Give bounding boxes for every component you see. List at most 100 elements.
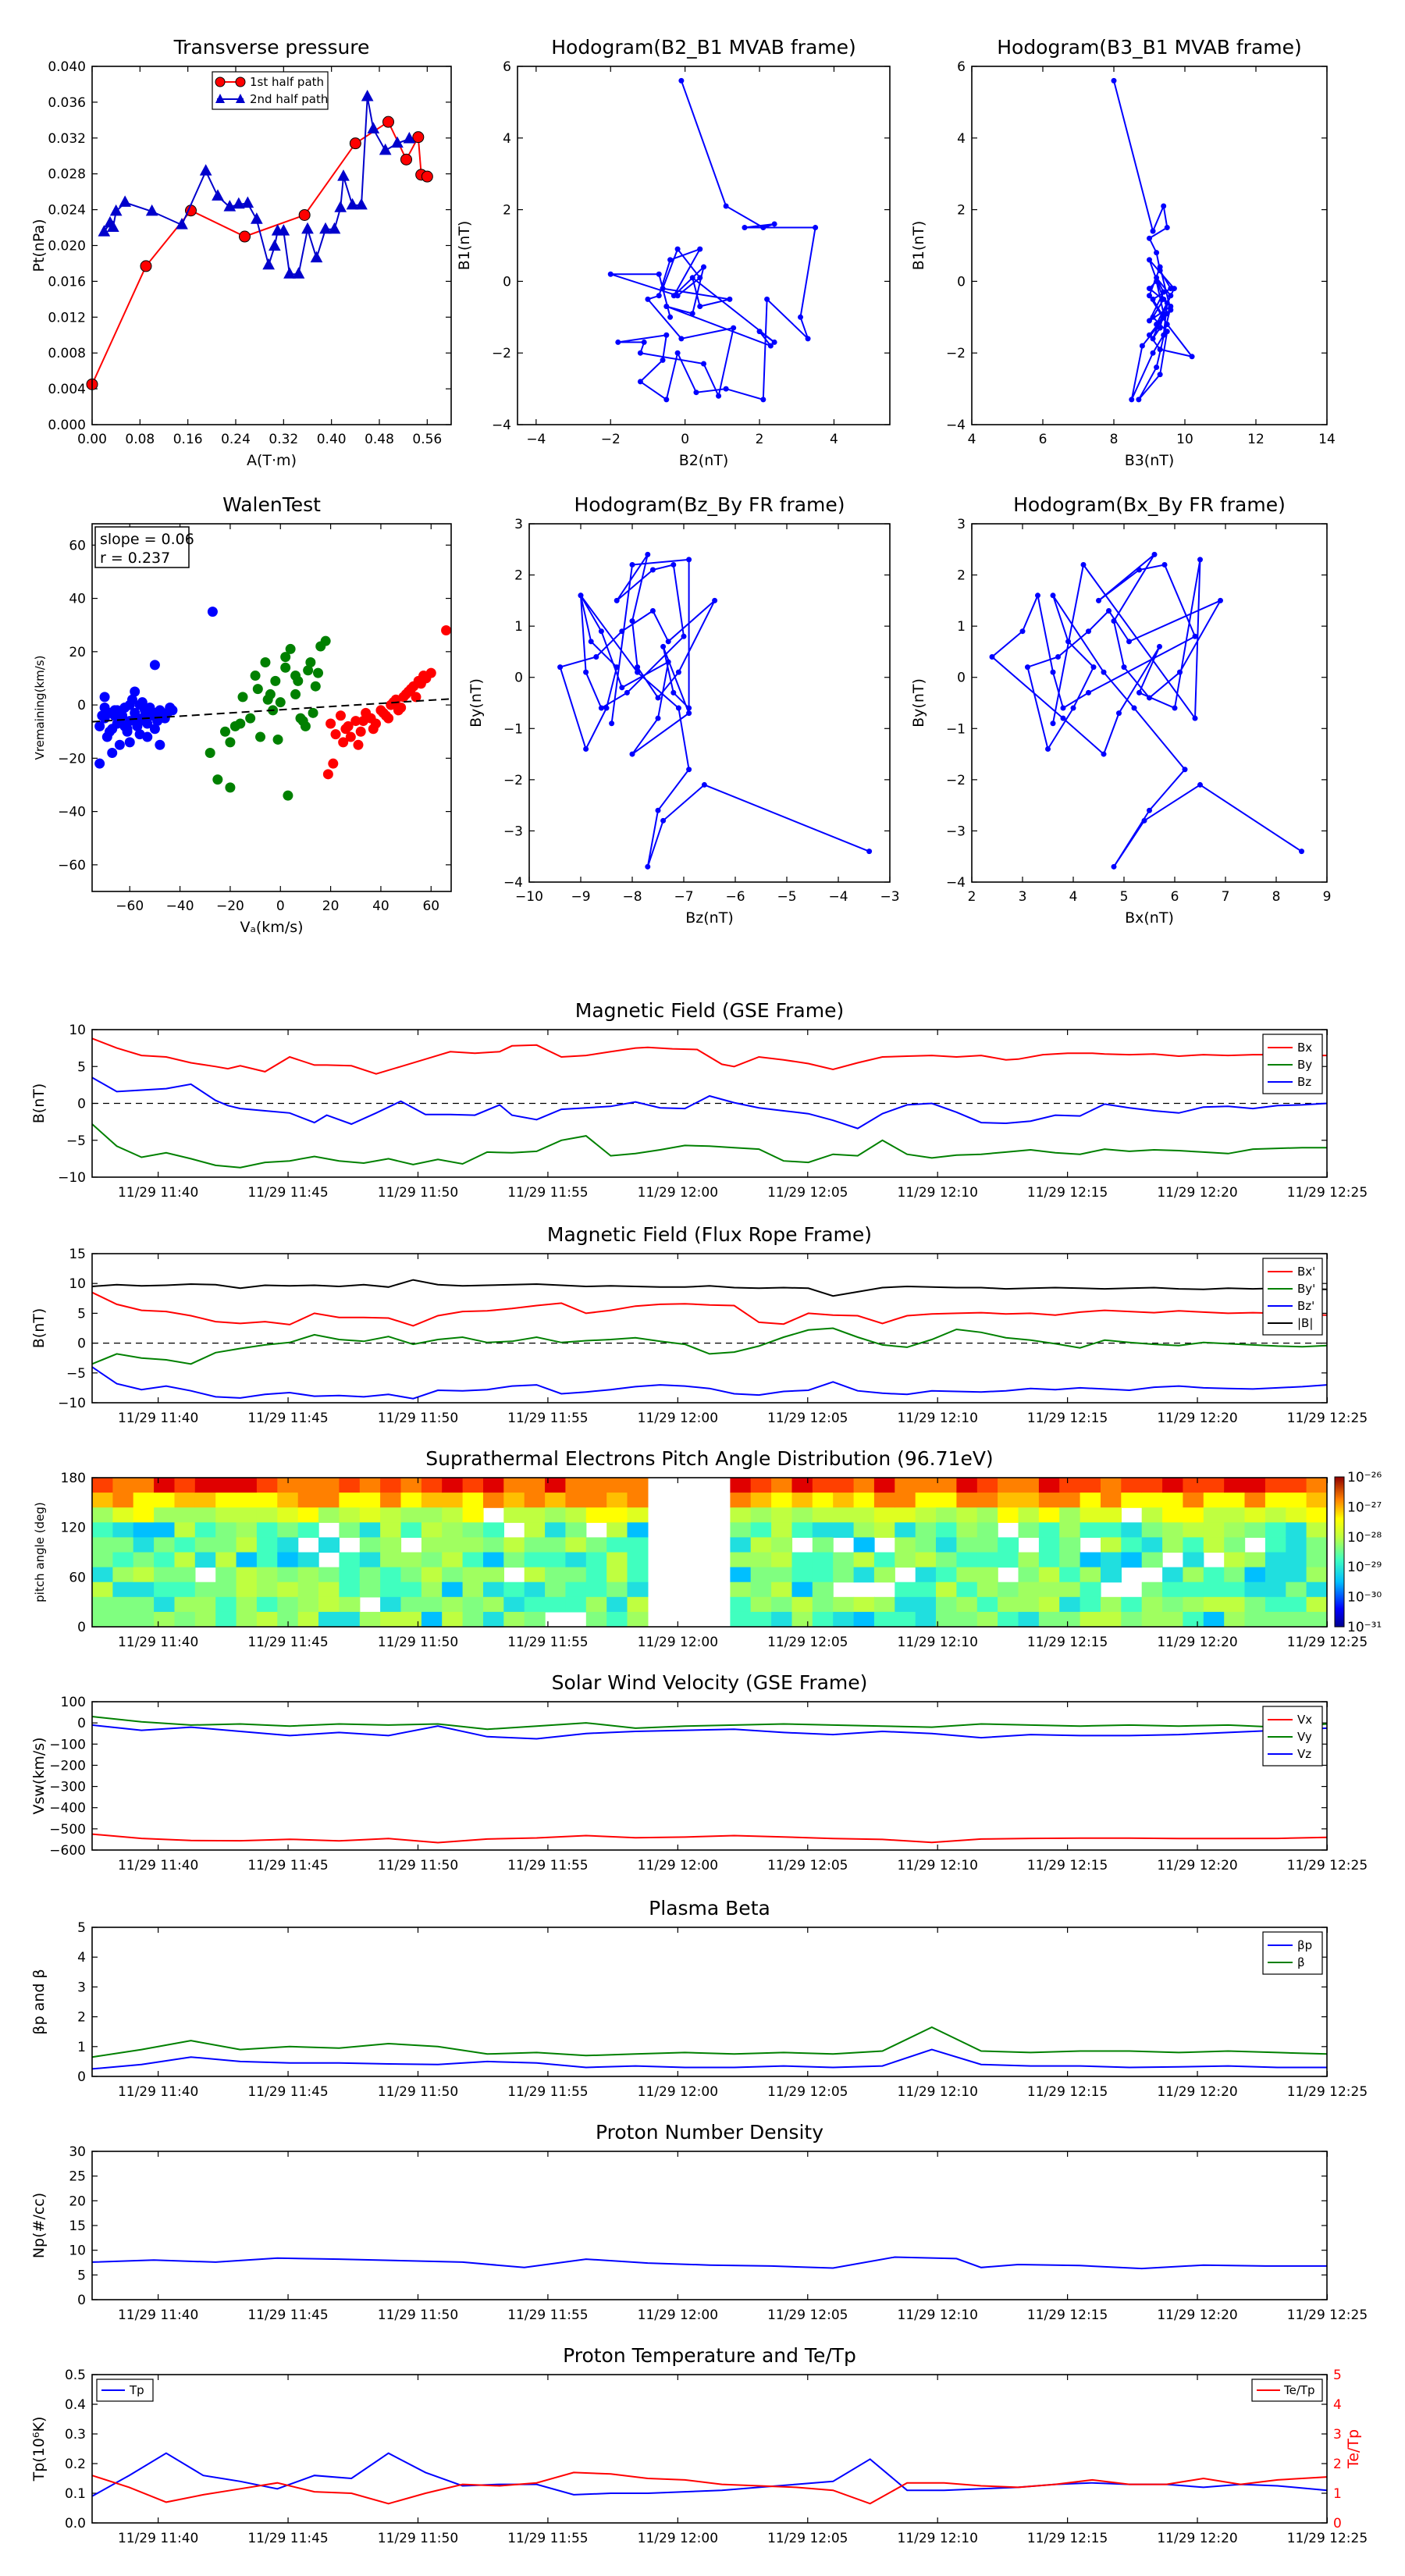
hzy-series-ByvsBz-line — [559, 553, 870, 867]
beta-ytick-label: 1 — [77, 2040, 86, 2055]
pad-cell — [1038, 1567, 1060, 1583]
pad-cell — [791, 1582, 813, 1598]
pt-xtick-label: 0.00 — [77, 432, 107, 447]
beta-xtick-label: 11/29 12:25 — [1287, 2084, 1368, 2100]
pad-xtick-label: 11/29 11:45 — [247, 1635, 328, 1650]
pad-cell — [545, 1567, 567, 1583]
pad-cell — [1080, 1507, 1101, 1523]
pad-cell — [297, 1478, 319, 1493]
walen-point-green — [305, 656, 316, 667]
pad-cell — [380, 1507, 402, 1523]
hzy-point — [686, 710, 692, 717]
pad-cell — [154, 1507, 176, 1523]
h21-point — [805, 336, 811, 342]
pad-cell — [421, 1478, 443, 1493]
pad-cell — [236, 1522, 258, 1538]
pad-cell — [1286, 1567, 1307, 1583]
pad-cell — [853, 1552, 875, 1568]
pad-cell — [1121, 1611, 1143, 1627]
pad-cell — [1286, 1552, 1307, 1568]
pad-cell — [627, 1582, 649, 1598]
beta-xtick-label: 11/29 12:10 — [898, 2084, 978, 2100]
bgse-xtick-label: 11/29 11:50 — [378, 1185, 458, 1201]
h21-point — [693, 390, 699, 396]
pad-cell — [1244, 1493, 1266, 1508]
walen-point-red — [343, 720, 354, 731]
pad-ytick-label: 0 — [77, 1620, 86, 1635]
hxy-title: Hodogram(Bx_By FR frame) — [1013, 493, 1286, 516]
pad-cell — [750, 1596, 772, 1613]
pad-cell — [215, 1522, 237, 1538]
h21-xtick-label: −4 — [526, 432, 546, 447]
bfr-legend-label: By' — [1297, 1282, 1315, 1296]
pad-cell — [1224, 1596, 1246, 1613]
pad-cell — [1141, 1507, 1163, 1523]
walen-point-red — [322, 769, 333, 780]
hzy-point — [635, 669, 641, 675]
pt-point — [140, 260, 152, 272]
pad-cell — [133, 1522, 155, 1538]
beta-title: Plasma Beta — [649, 1897, 770, 1920]
pad-cell — [256, 1507, 278, 1523]
bfr-frame — [91, 1253, 1328, 1404]
pad-cell — [1018, 1596, 1040, 1613]
pad-cell — [174, 1611, 196, 1627]
pad-cell — [154, 1611, 176, 1627]
h31-point — [1164, 329, 1170, 335]
pad-cell — [565, 1537, 587, 1553]
tp-series-Tp-line — [91, 2452, 1328, 2497]
hxy-point — [1025, 664, 1030, 671]
pad-cell — [380, 1537, 402, 1553]
hxy-xtick-label: 8 — [1272, 889, 1281, 905]
pad-cell — [1038, 1582, 1060, 1598]
walen-ytick-label: 20 — [69, 645, 86, 660]
pad-cell — [585, 1507, 607, 1523]
np-xtick-label: 11/29 12:05 — [767, 2307, 848, 2323]
h21-xtick-label: 4 — [830, 432, 838, 447]
pad-cell — [483, 1552, 504, 1568]
pad-cell — [174, 1537, 196, 1553]
h21-ytick-label: 2 — [503, 203, 511, 219]
bfr-series-Bz-line — [91, 1366, 1328, 1400]
hzy-point — [649, 567, 656, 573]
pad-cell — [1224, 1478, 1246, 1493]
pad-cell — [1162, 1522, 1184, 1538]
h21-point — [701, 264, 706, 270]
pad-cell — [112, 1507, 134, 1523]
pad-title: Suprathermal Electrons Pitch Angle Distr… — [425, 1447, 993, 1470]
hxy-xtick-label: 2 — [968, 889, 976, 905]
pad-cell — [1121, 1522, 1143, 1538]
pad-cell — [483, 1611, 504, 1627]
vsw-series-Vz-line — [91, 1724, 1328, 1740]
bfr-xtick-label: 11/29 12:00 — [638, 1411, 718, 1426]
vsw-ylabel: Vsw(km/s) — [30, 1737, 48, 1814]
pad-cell — [462, 1567, 484, 1583]
pad-cell — [174, 1596, 196, 1613]
pt-title: Transverse pressure — [173, 36, 370, 59]
pad-cell — [1101, 1596, 1122, 1613]
pad-cell — [421, 1596, 443, 1613]
pad-cell — [750, 1493, 772, 1508]
pad-cell — [483, 1493, 504, 1508]
pad-cell — [174, 1567, 196, 1583]
pad-cell — [895, 1493, 916, 1508]
bfr-xtick-label: 11/29 12:05 — [767, 1411, 848, 1426]
beta-xtick-label: 11/29 12:20 — [1157, 2084, 1237, 2100]
pad-cell — [1286, 1582, 1307, 1598]
bfr-ylabel: B(nT) — [30, 1308, 48, 1349]
tp-ytick-label: 0.2 — [65, 2457, 86, 2472]
walen-point-red — [368, 724, 379, 735]
walen-point-green — [275, 697, 286, 708]
hxy-point — [1106, 607, 1112, 614]
walen-point-green — [212, 774, 223, 785]
h31-xtick-label: 14 — [1318, 432, 1336, 447]
hxy-ytick-label: 0 — [957, 671, 966, 686]
walen-point-blue — [122, 724, 133, 735]
h31-point — [1147, 332, 1152, 338]
pad-cell — [1224, 1493, 1246, 1508]
pad-cell — [380, 1478, 402, 1493]
pad-cell — [174, 1493, 196, 1508]
hzy-point — [583, 746, 589, 753]
hzy-point — [603, 705, 610, 711]
